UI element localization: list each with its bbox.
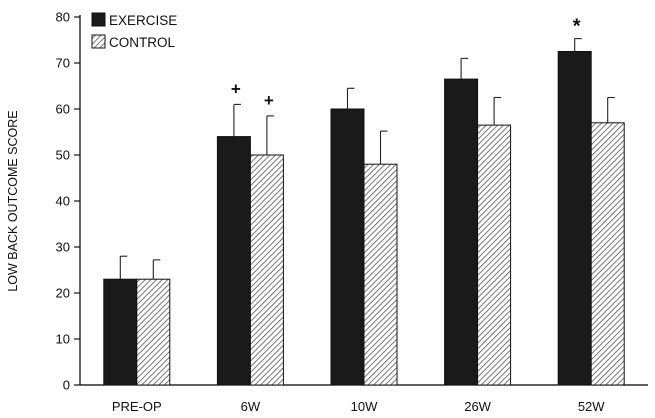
significance-marker: * xyxy=(573,16,581,38)
x-tick-label: 52W xyxy=(578,399,605,414)
x-tick-label: 6W xyxy=(241,399,261,414)
bar-exercise-26w xyxy=(444,78,479,386)
significance-marker: + xyxy=(264,91,274,110)
y-tick-label: 40 xyxy=(56,194,70,209)
y-tick-label: 80 xyxy=(56,10,70,25)
y-tick-label: 70 xyxy=(56,56,70,71)
bar-exercise-pre-op xyxy=(103,278,138,386)
y-tick-label: 0 xyxy=(63,378,70,393)
legend-label-exercise: EXERCISE xyxy=(109,13,177,28)
bar-control-pre-op xyxy=(136,278,171,386)
bar-control-10w xyxy=(363,163,398,386)
legend-label-control: CONTROL xyxy=(109,35,175,50)
y-tick-label: 10 xyxy=(56,332,70,347)
bar-exercise-10w xyxy=(330,108,365,386)
significance-marker: + xyxy=(231,79,241,98)
y-tick-label: 60 xyxy=(56,102,70,117)
legend-swatch-exercise xyxy=(91,12,106,27)
tick-labels: 0 10 20 30 40 50 60 70 80 PRE-OP 6W 10W 26W 52W + + * xyxy=(56,10,606,415)
x-tick-label: 26W xyxy=(464,399,491,414)
y-axis-title: LOW BACK OUTCOME SCORE xyxy=(6,110,20,291)
y-tick-label: 20 xyxy=(56,286,70,301)
legend: EXERCISE CONTROL xyxy=(91,12,177,50)
x-tick-label: PRE-OP xyxy=(112,399,162,414)
bar-control-26w xyxy=(477,124,512,386)
bar-control-6w xyxy=(249,154,284,386)
y-tick-label: 50 xyxy=(56,148,70,163)
legend-swatch-control xyxy=(91,34,106,49)
x-tick-label: 10W xyxy=(351,399,378,414)
bars xyxy=(103,38,625,386)
bar-exercise-52w xyxy=(557,51,592,386)
bar-exercise-6w xyxy=(216,136,251,386)
bar-control-52w xyxy=(590,122,625,386)
y-tick-label: 30 xyxy=(56,240,70,255)
